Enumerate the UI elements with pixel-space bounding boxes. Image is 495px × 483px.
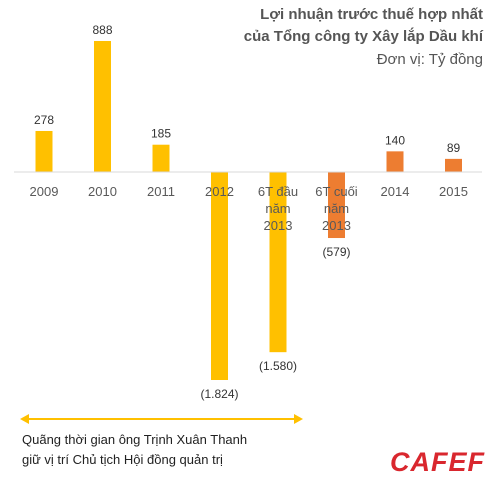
tenure-note-line2: giữ vị trí Chủ tịch Hội đồng quản trị <box>22 452 223 467</box>
chart-title-line2: của Tổng công ty Xây lắp Dầu khí <box>243 28 483 45</box>
category-label: 2015 <box>439 184 468 199</box>
category-label: 6T cuối năm 2013 <box>315 184 358 233</box>
category-label: 2014 <box>381 184 410 199</box>
bar <box>35 130 53 172</box>
category-label: 2012 <box>205 184 234 199</box>
data-label: (579) <box>322 245 350 259</box>
bar <box>269 172 287 353</box>
bar <box>328 172 345 239</box>
bar <box>94 41 111 172</box>
bar <box>211 172 228 380</box>
category-label: 6T đầu năm 2013 <box>258 184 298 233</box>
data-label: (1.580) <box>259 359 297 373</box>
tenure-arrow-right <box>294 414 303 424</box>
data-label: (1.824) <box>200 387 238 401</box>
category-label: 2009 <box>30 184 59 199</box>
tenure-range-arrow <box>20 414 303 424</box>
tenure-arrow-left <box>20 414 29 424</box>
cafef-logo: CAFEF <box>390 447 485 477</box>
data-label: 140 <box>385 133 405 147</box>
bars-group <box>35 41 462 380</box>
chart-title-line1: Lợi nhuận trước thuế hợp nhất <box>260 6 483 23</box>
data-label: 888 <box>92 23 112 37</box>
category-label: 2011 <box>147 184 175 199</box>
chart-unit: Đơn vị: Tỷ đồng <box>376 51 483 68</box>
bar <box>445 158 462 172</box>
bar <box>152 144 170 172</box>
tenure-note-line1: Quãng thời gian ông Trịnh Xuân Thanh <box>22 432 248 447</box>
data-label: 89 <box>447 141 461 155</box>
data-label: 185 <box>151 127 171 141</box>
bar <box>386 151 404 172</box>
data-label: 278 <box>34 113 54 127</box>
category-label: 2010 <box>88 184 117 199</box>
labels-group: 278 2009 888 2010 185 2011 (1.824) 2012 (1.580) 6… <box>30 23 468 401</box>
